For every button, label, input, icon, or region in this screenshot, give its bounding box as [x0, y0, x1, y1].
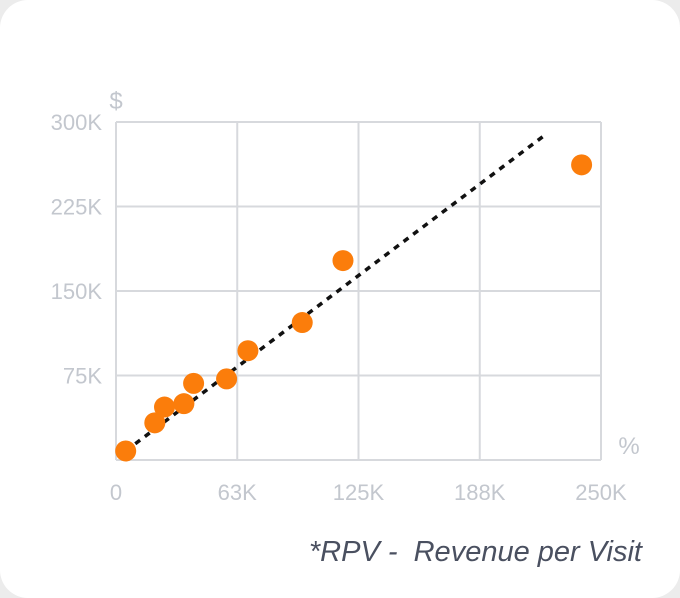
- x-axis-ticks: 0 63K 125K 188K 250K: [110, 480, 627, 505]
- data-point: [291, 312, 313, 334]
- data-point: [332, 250, 354, 272]
- y-tick-label: 225K: [51, 195, 103, 220]
- y-tick-label: 75K: [63, 364, 102, 389]
- data-point: [144, 412, 166, 434]
- y-tick-label: 150K: [51, 279, 103, 304]
- data-point: [183, 372, 205, 394]
- x-tick-label: 0: [110, 480, 122, 505]
- footnote: *RPV - Revenue per Visit: [308, 536, 642, 568]
- y-unit-label: $: [109, 88, 122, 115]
- y-tick-label: 300K: [51, 110, 103, 135]
- data-point: [154, 396, 175, 418]
- x-unit-label: %: [618, 433, 639, 460]
- x-tick-label: 125K: [333, 480, 385, 505]
- data-point: [237, 340, 259, 362]
- trend-line: [124, 135, 544, 453]
- y-axis-ticks: 75K 150K 225K 300K: [51, 110, 103, 389]
- data-point: [173, 393, 195, 415]
- data-point: [571, 154, 593, 176]
- x-tick-label: 63K: [218, 480, 257, 505]
- data-points: [115, 154, 593, 462]
- x-tick-label: 188K: [454, 480, 506, 505]
- data-point: [115, 440, 137, 462]
- data-point: [216, 368, 238, 390]
- x-tick-label: 250K: [575, 480, 627, 505]
